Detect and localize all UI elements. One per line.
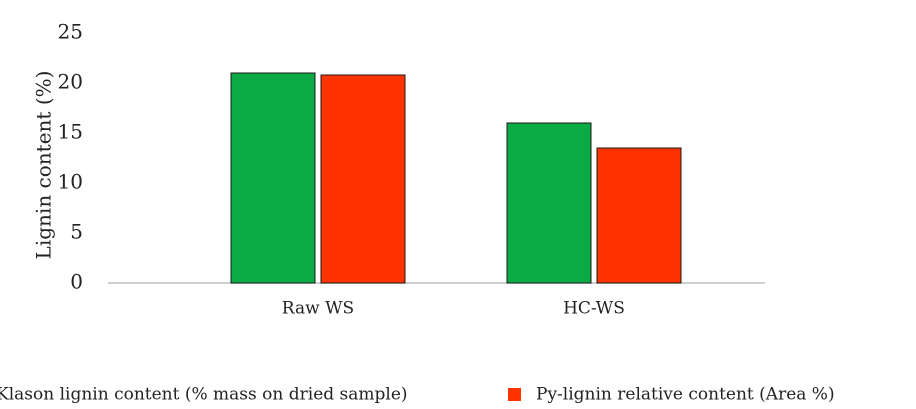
bar-py-lignin-raw-ws [320,74,406,284]
bars [230,72,682,284]
y-axis-ticks: 0 5 10 15 20 25 [58,20,83,294]
x-category-label: HC-WS [563,299,625,319]
legend-label: Klason lignin content (% mass on dried s… [0,385,408,405]
y-tick-label: 5 [70,220,83,244]
y-tick-label: 20 [58,70,83,94]
bar-py-lignin-hc-ws [596,147,682,284]
y-axis-title: Lignin content (%) [32,71,56,260]
y-tick-label: 25 [58,20,83,44]
y-tick-label: 15 [58,120,83,144]
legend-label: Py-lignin relative content (Area %) [536,385,835,405]
bar-klason-raw-ws [230,72,316,284]
x-category-label: Raw WS [282,299,354,319]
bar-klason-hc-ws [506,122,592,284]
category-labels: Raw WS HC-WS [282,299,625,319]
legend-swatch [508,388,521,401]
y-tick-label: 0 [70,270,83,294]
y-tick-label: 10 [58,170,83,194]
legend: Klason lignin content (% mass on dried s… [0,385,835,405]
